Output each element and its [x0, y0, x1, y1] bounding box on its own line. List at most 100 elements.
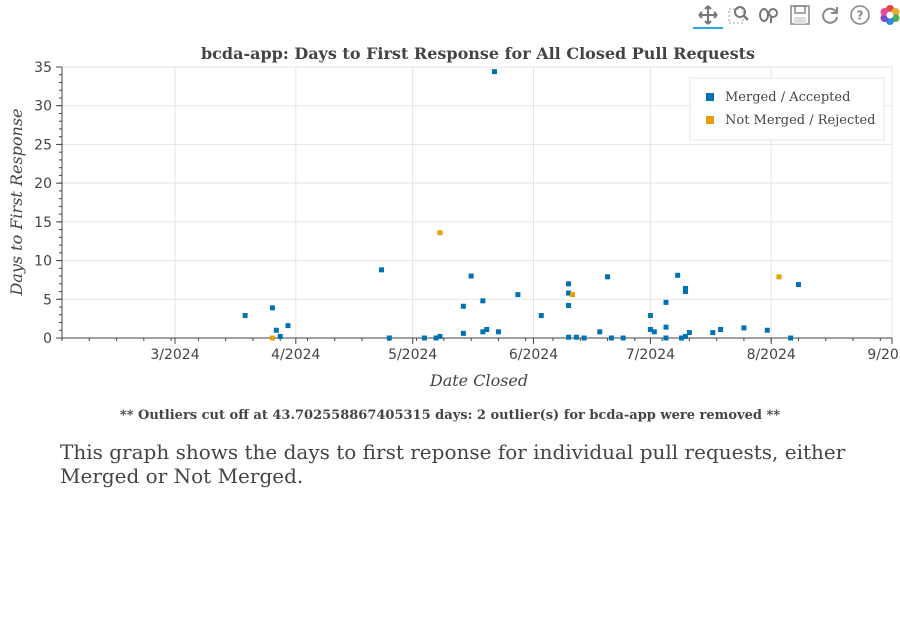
y-tick-label: 5 [43, 292, 52, 308]
pan-icon [698, 5, 718, 25]
data-point [682, 289, 688, 295]
data-point [566, 290, 572, 296]
data-points [242, 69, 801, 341]
data-point [566, 281, 572, 287]
y-tick-label: 30 [34, 99, 52, 115]
data-point [605, 274, 611, 280]
data-point [566, 334, 572, 340]
y-tick-label: 0 [43, 331, 52, 347]
y-axis: 0 5 10 15 20 25 30 35 [34, 60, 63, 347]
x-tick-label: 6/2024 [509, 347, 558, 363]
data-point [495, 329, 501, 335]
data-point [379, 267, 385, 273]
help-icon: ? [850, 5, 870, 25]
data-point [718, 326, 724, 332]
y-tick-label: 20 [34, 176, 52, 192]
data-point [710, 330, 716, 336]
series-not-merged-rejected [269, 230, 782, 341]
data-point [480, 329, 486, 335]
reset-tool-button[interactable] [817, 2, 843, 28]
legend: Merged / Accepted Not Merged / Rejected [689, 77, 885, 141]
data-point [597, 329, 603, 335]
data-point [460, 303, 466, 309]
data-point [285, 323, 291, 329]
data-point [651, 329, 657, 335]
data-point [647, 313, 653, 319]
data-point [386, 335, 392, 341]
box-zoom-tool-button[interactable] [726, 2, 752, 28]
data-point [679, 335, 685, 341]
data-point [437, 230, 443, 236]
chart-title: bcda-app: Days to First Response for All… [201, 44, 755, 63]
data-point [686, 330, 692, 336]
data-point [608, 335, 614, 341]
data-point [788, 335, 794, 341]
data-point [460, 330, 466, 336]
wheel-zoom-icon [759, 8, 778, 23]
data-point [538, 313, 544, 319]
data-point [682, 285, 688, 291]
x-tick-label: 4/2024 [271, 347, 320, 363]
data-point [269, 335, 275, 341]
data-point [764, 327, 770, 333]
x-tick-label: 9/2024 [867, 347, 900, 363]
svg-text:?: ? [857, 9, 864, 23]
bokeh-logo[interactable] [877, 2, 900, 28]
chart-description: This graph shows the days to first repon… [60, 440, 846, 488]
data-point [675, 272, 681, 278]
legend-box [689, 77, 885, 141]
data-point [741, 325, 747, 331]
data-point [484, 326, 490, 332]
reset-icon [822, 7, 838, 24]
data-point [663, 299, 669, 305]
legend-label: Not Merged / Rejected [725, 113, 875, 128]
x-axis-label: Date Closed [429, 371, 528, 390]
data-point [663, 335, 669, 341]
save-tool-button[interactable] [787, 2, 813, 28]
box-zoom-icon [728, 6, 749, 24]
data-point [795, 282, 801, 288]
pan-tool-button[interactable] [695, 2, 721, 28]
bokeh-logo-icon [880, 5, 900, 25]
legend-label: Merged / Accepted [725, 90, 850, 105]
y-tick-label: 10 [34, 254, 52, 270]
data-point [776, 274, 782, 280]
x-axis: 3/2024 4/2024 5/2024 6/2024 7/2024 8/2024 9/20… [61, 337, 900, 363]
data-point [573, 334, 579, 340]
y-axis-label: Days to First Response [7, 108, 26, 296]
y-tick-label: 25 [34, 137, 52, 153]
data-point [480, 298, 486, 304]
x-tick-label: 7/2024 [626, 347, 675, 363]
data-point [620, 335, 626, 341]
data-point [437, 333, 443, 339]
scatter-chart: bcda-app: Days to First Response for All… [7, 44, 900, 390]
y-tick-label: 15 [34, 215, 52, 231]
data-point [566, 302, 572, 308]
data-point [569, 292, 575, 298]
data-point [242, 313, 248, 319]
data-point [682, 333, 688, 339]
wheel-zoom-tool-button[interactable] [756, 2, 782, 28]
y-tick-label: 35 [34, 60, 52, 76]
data-point [433, 335, 439, 341]
data-point [647, 326, 653, 332]
data-point [269, 305, 275, 311]
x-tick-label: 3/2024 [150, 347, 199, 363]
save-icon [790, 5, 810, 25]
grid-lines [62, 66, 893, 339]
x-tick-label: 5/2024 [388, 347, 437, 363]
legend-swatch [706, 116, 714, 124]
help-tool-button[interactable]: ? [847, 2, 873, 28]
chart-toolbar: ? [690, 0, 900, 32]
data-point [492, 69, 498, 75]
x-tick-label: 8/2024 [747, 347, 796, 363]
data-point [663, 324, 669, 330]
data-point [515, 292, 521, 298]
data-point [581, 335, 587, 341]
data-point [277, 333, 283, 339]
data-point [421, 335, 427, 341]
active-tool-indicator [693, 27, 723, 29]
outlier-footnote: ** Outliers cut off at 43.70255886740531… [119, 408, 781, 423]
data-point [273, 327, 279, 333]
data-point [468, 273, 474, 279]
